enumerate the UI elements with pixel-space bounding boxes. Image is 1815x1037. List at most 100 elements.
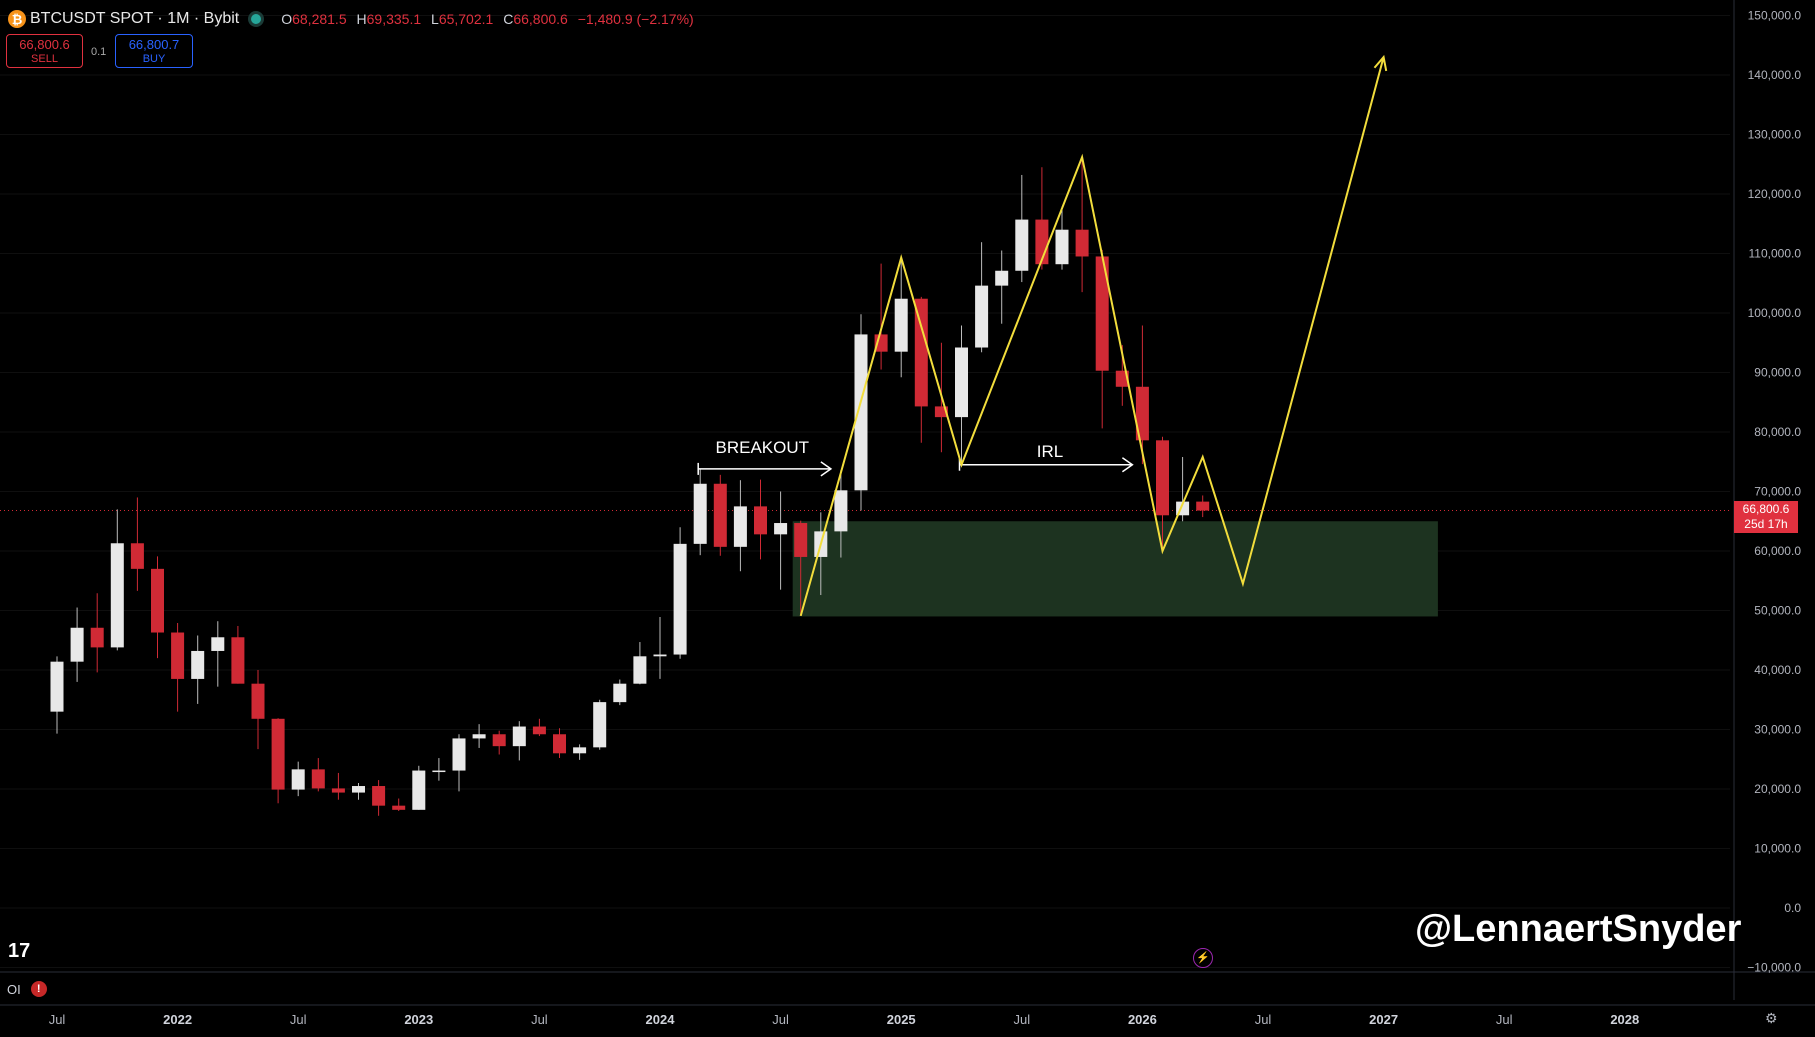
demand-zone[interactable]	[792, 521, 1438, 617]
candle[interactable]	[1015, 174, 1029, 283]
time-tick-label: 2026	[1128, 1012, 1157, 1027]
buy-button[interactable]: 66,800.7 BUY	[115, 34, 193, 68]
candle[interactable]	[894, 257, 908, 378]
candle-body	[834, 490, 848, 532]
candle[interactable]	[1135, 325, 1149, 465]
candle[interactable]	[633, 642, 647, 685]
price-axis[interactable]: 150,000.0 140,000.0 130,000.0 120,000.0 110,…	[1747, 9, 1801, 975]
time-axis[interactable]: Jul 2022 Jul 2023 Jul 2024 Jul 2025 Jul 2026 Jul 20…	[49, 1012, 1640, 1027]
candle[interactable]	[774, 491, 788, 590]
low-key: L	[431, 11, 439, 27]
price-tick-label: 20,000.0	[1754, 782, 1801, 796]
candle-body	[492, 734, 506, 747]
candle[interactable]	[613, 679, 627, 706]
candle[interactable]	[1156, 436, 1169, 551]
high-key: H	[356, 11, 367, 27]
candle[interactable]	[975, 242, 989, 353]
symbol-title[interactable]: BTCUSDT SPOT · 1M · Bybit	[30, 10, 240, 27]
gear-icon[interactable]: ⚙	[1765, 1010, 1778, 1026]
candle[interactable]	[512, 721, 526, 761]
candle[interactable]	[733, 480, 747, 572]
price-tick-label: 130,000.0	[1748, 128, 1802, 142]
price-tag-value: 66,800.6	[1742, 502, 1790, 516]
candle[interactable]	[472, 724, 486, 748]
candle[interactable]	[90, 593, 104, 673]
lightning-icon[interactable]: ⚡	[1193, 948, 1213, 968]
candle[interactable]	[70, 607, 84, 682]
candles[interactable]	[50, 157, 1210, 816]
candle-body	[191, 650, 205, 679]
price-tag-countdown: 25d 17h	[1744, 517, 1788, 531]
time-tick-label: 2022	[163, 1012, 192, 1027]
projection-path[interactable]	[799, 56, 1385, 617]
candle-body	[512, 726, 526, 747]
candle[interactable]	[412, 765, 426, 810]
candle[interactable]	[1095, 249, 1109, 429]
candle[interactable]	[593, 699, 607, 750]
projection-drawing[interactable]: BREAKOUT IRL	[697, 54, 1388, 617]
candle-body	[633, 656, 647, 684]
candle[interactable]	[50, 656, 64, 734]
candle[interactable]	[110, 509, 124, 651]
candle-body	[573, 747, 587, 754]
candle[interactable]	[231, 625, 245, 684]
candle[interactable]	[995, 250, 1009, 324]
candle[interactable]	[834, 470, 848, 558]
candle[interactable]	[331, 772, 345, 800]
sell-label: SELL	[31, 53, 58, 65]
price-tick-label: 50,000.0	[1754, 604, 1801, 618]
candle[interactable]	[452, 734, 466, 792]
oi-label: OI	[7, 981, 21, 997]
ohlc-values: O68,281.5 H69,335.1 L65,702.1 C66,800.6 …	[275, 11, 693, 27]
annotation-label[interactable]: BREAKOUT	[716, 438, 810, 457]
candle-body	[211, 637, 225, 651]
low-value: 65,702.1	[438, 11, 494, 27]
candle-body	[774, 523, 788, 535]
candle[interactable]	[271, 718, 285, 804]
candle[interactable]	[211, 621, 225, 687]
candle-body	[452, 738, 466, 771]
candle[interactable]	[854, 314, 868, 511]
candle[interactable]	[653, 617, 667, 679]
candle[interactable]	[532, 718, 546, 737]
oi-indicator[interactable]: OI !	[7, 981, 47, 997]
candle[interactable]	[130, 497, 144, 591]
candle[interactable]	[754, 479, 767, 560]
annotation-label[interactable]: IRL	[1037, 442, 1063, 461]
candle[interactable]	[171, 622, 185, 712]
time-tick-label: Jul	[1255, 1012, 1272, 1027]
tradingview-logo-icon[interactable]: 17	[8, 940, 31, 962]
candle[interactable]	[151, 556, 164, 659]
candle[interactable]	[794, 520, 808, 616]
candle[interactable]	[1055, 206, 1069, 270]
candle[interactable]	[713, 474, 727, 556]
candle-body	[392, 805, 406, 810]
candle[interactable]	[914, 296, 928, 443]
candle[interactable]	[392, 798, 406, 812]
candle[interactable]	[573, 744, 587, 760]
candle[interactable]	[1035, 167, 1049, 270]
candle[interactable]	[372, 780, 386, 816]
candle[interactable]	[1176, 456, 1190, 522]
candle[interactable]	[191, 635, 205, 704]
candle-body	[1015, 219, 1029, 271]
candle[interactable]	[1075, 157, 1089, 293]
candle-body	[995, 270, 1009, 286]
candle[interactable]	[251, 670, 265, 750]
candle[interactable]	[492, 730, 506, 755]
candle[interactable]	[432, 758, 446, 781]
warning-icon[interactable]: !	[30, 981, 47, 997]
candle[interactable]	[1196, 495, 1210, 518]
candle[interactable]	[955, 325, 968, 465]
candle[interactable]	[352, 783, 365, 800]
candle-body	[352, 786, 365, 793]
candle[interactable]	[693, 468, 707, 556]
candle-body	[331, 788, 345, 793]
sell-button[interactable]: 66,800.6 SELL	[6, 34, 83, 68]
candle[interactable]	[291, 761, 305, 797]
candle-body	[271, 718, 285, 790]
candle[interactable]	[673, 527, 687, 659]
candle[interactable]	[311, 758, 325, 792]
candle[interactable]	[553, 728, 566, 759]
